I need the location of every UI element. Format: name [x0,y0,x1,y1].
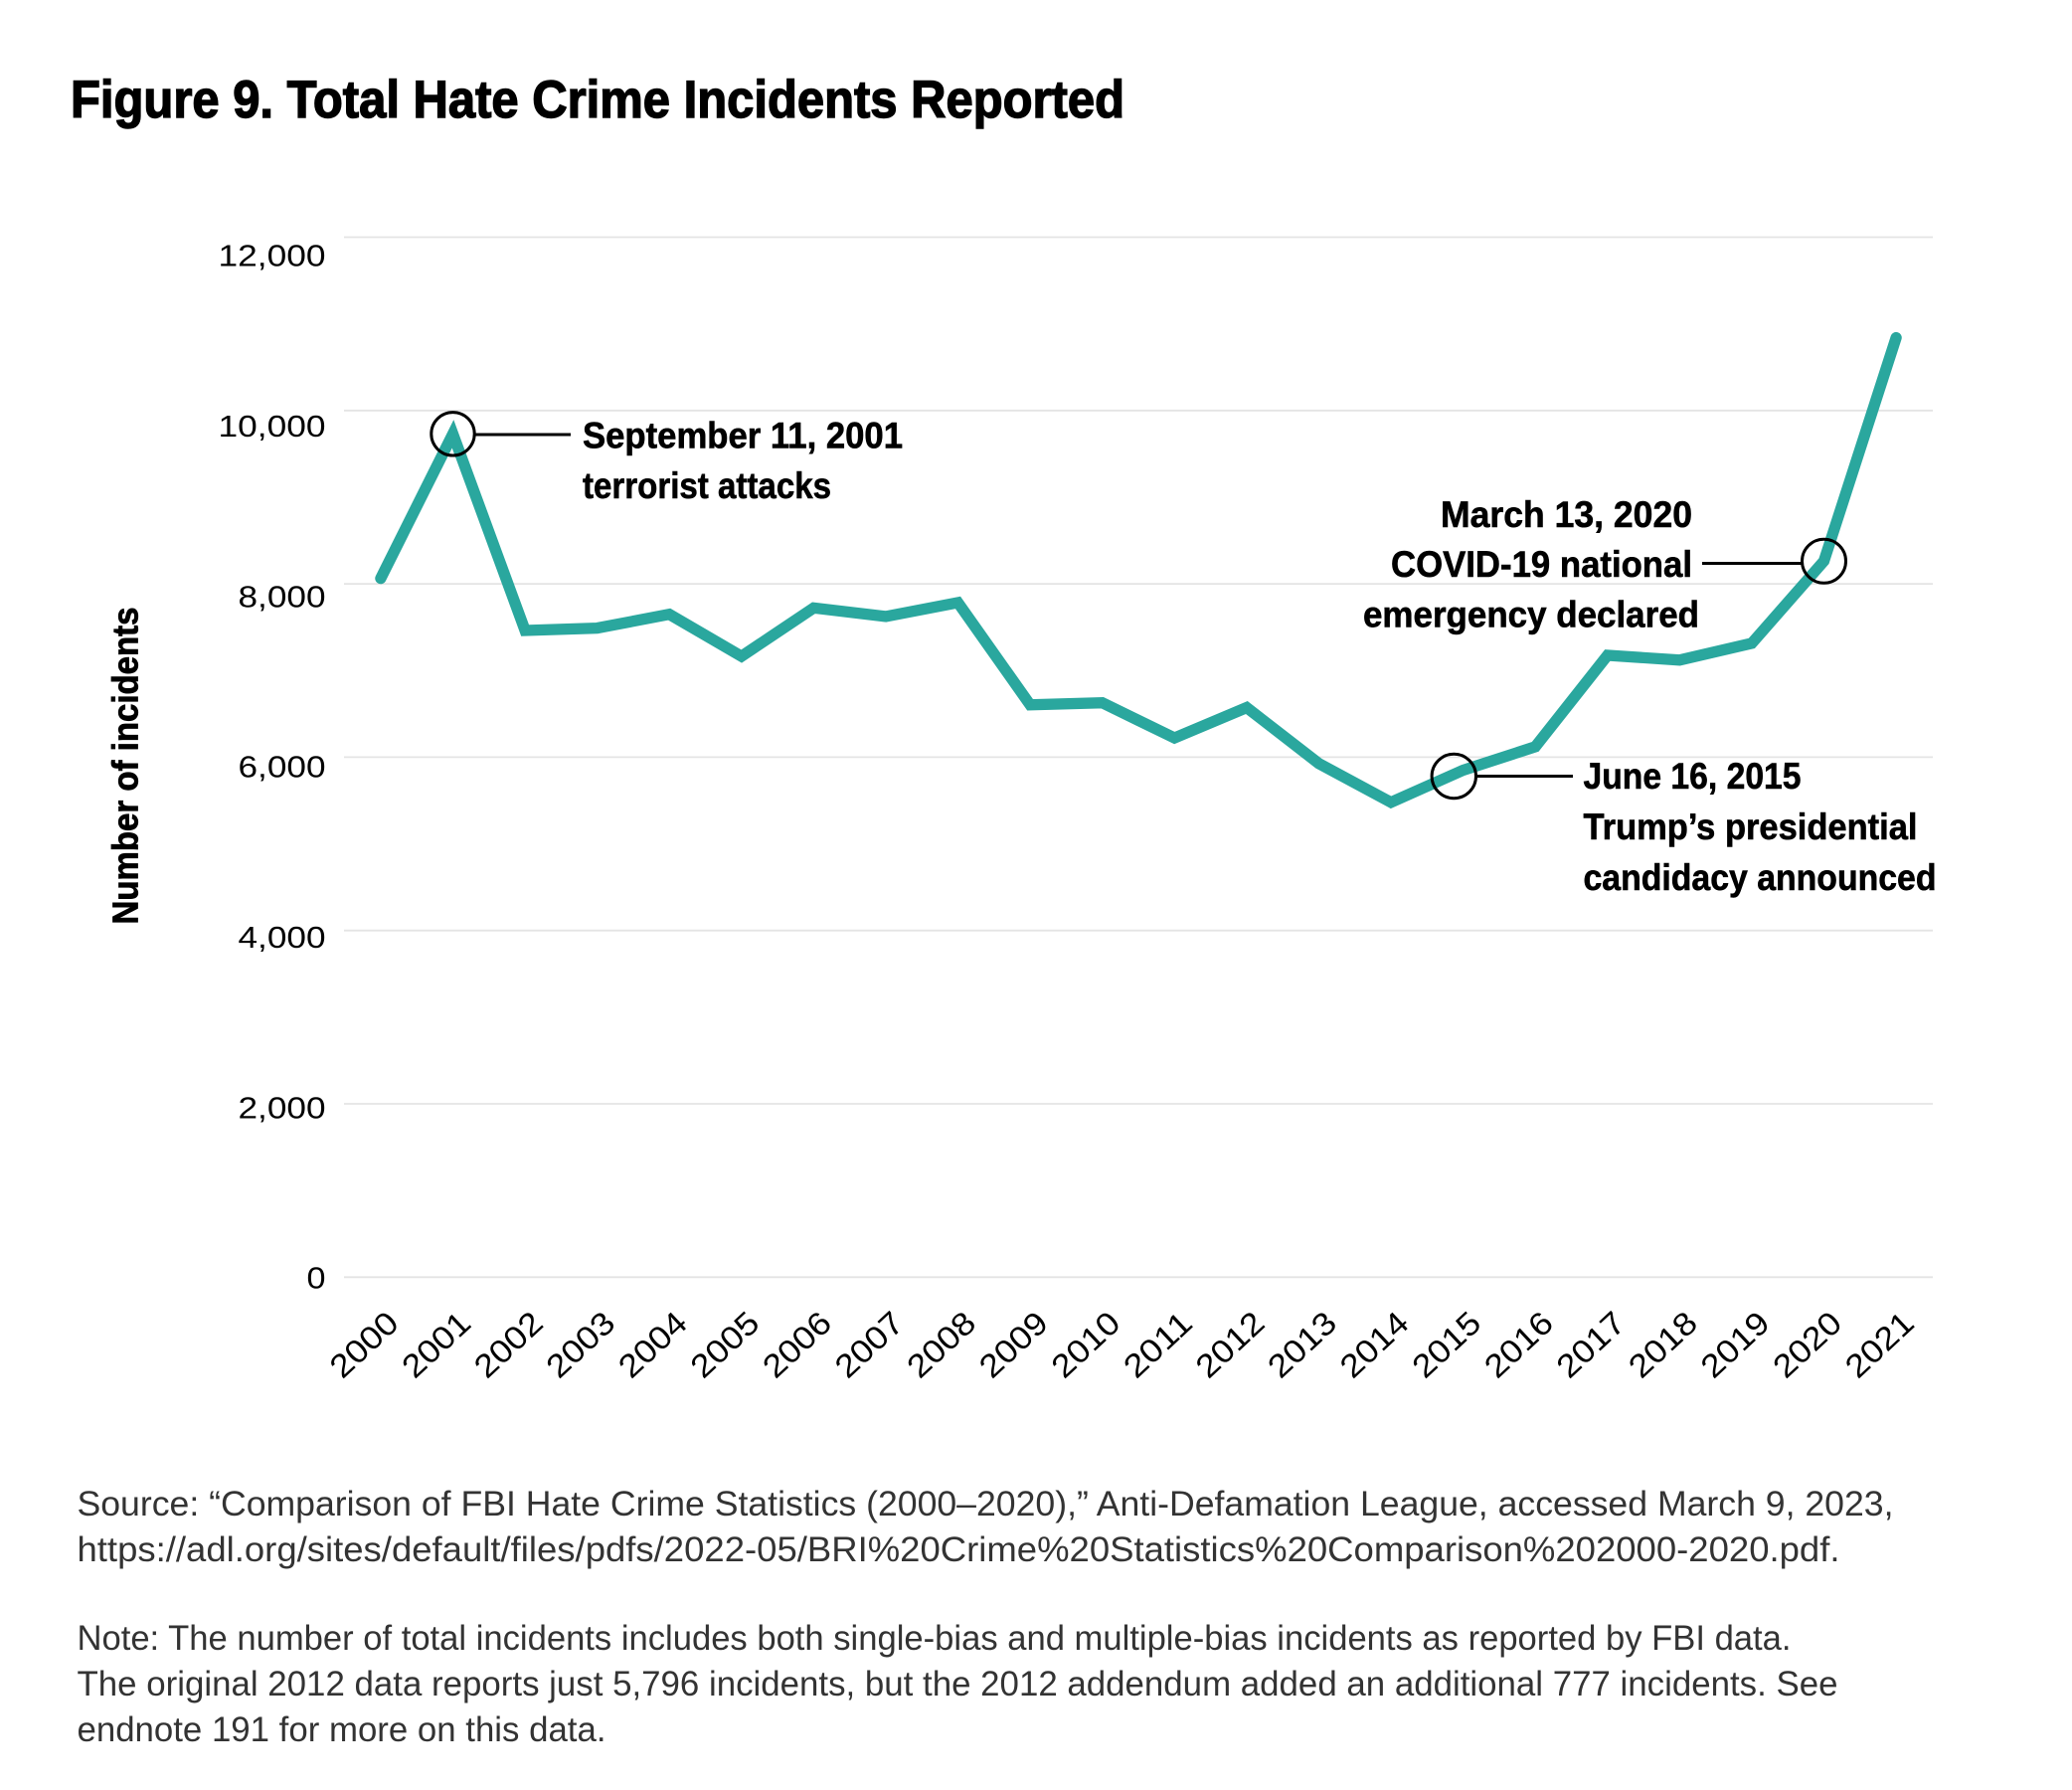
svg-text:0: 0 [307,1261,326,1296]
svg-text:4,000: 4,000 [239,920,326,955]
svg-text:8,000: 8,000 [239,579,326,614]
svg-text:COVID-19 national: COVID-19 national [1391,544,1692,585]
svg-text:Note: The number of total inci: Note: The number of total incidents incl… [78,1619,1792,1658]
svg-text:Figure 9. Total Hate Crime Inc: Figure 9. Total Hate Crime Incidents Rep… [71,71,1124,129]
svg-text:June 16, 2015: June 16, 2015 [1584,756,1802,797]
svg-text:endnote 191 for more on this d: endnote 191 for more on this data. [78,1710,606,1749]
svg-text:Source: “Comparison of FBI Hat: Source: “Comparison of FBI Hate Crime St… [78,1485,1894,1523]
svg-text:emergency declared: emergency declared [1363,594,1699,634]
svg-text:10,000: 10,000 [219,409,326,444]
svg-text:Number of incidents: Number of incidents [105,608,146,925]
svg-text:terrorist attacks: terrorist attacks [583,465,831,506]
svg-text:candidacy announced: candidacy announced [1584,857,1937,898]
svg-text:Trump’s presidential: Trump’s presidential [1584,806,1918,847]
svg-text:https://adl.org/sites/default/: https://adl.org/sites/default/files/pdfs… [78,1530,1840,1569]
svg-text:September 11, 2001: September 11, 2001 [583,416,903,456]
svg-text:2,000: 2,000 [239,1090,326,1125]
svg-text:12,000: 12,000 [219,239,326,273]
svg-text:6,000: 6,000 [239,750,326,785]
svg-text:The original 2012 data reports: The original 2012 data reports just 5,79… [78,1665,1838,1703]
svg-text:March 13, 2020: March 13, 2020 [1441,494,1692,535]
